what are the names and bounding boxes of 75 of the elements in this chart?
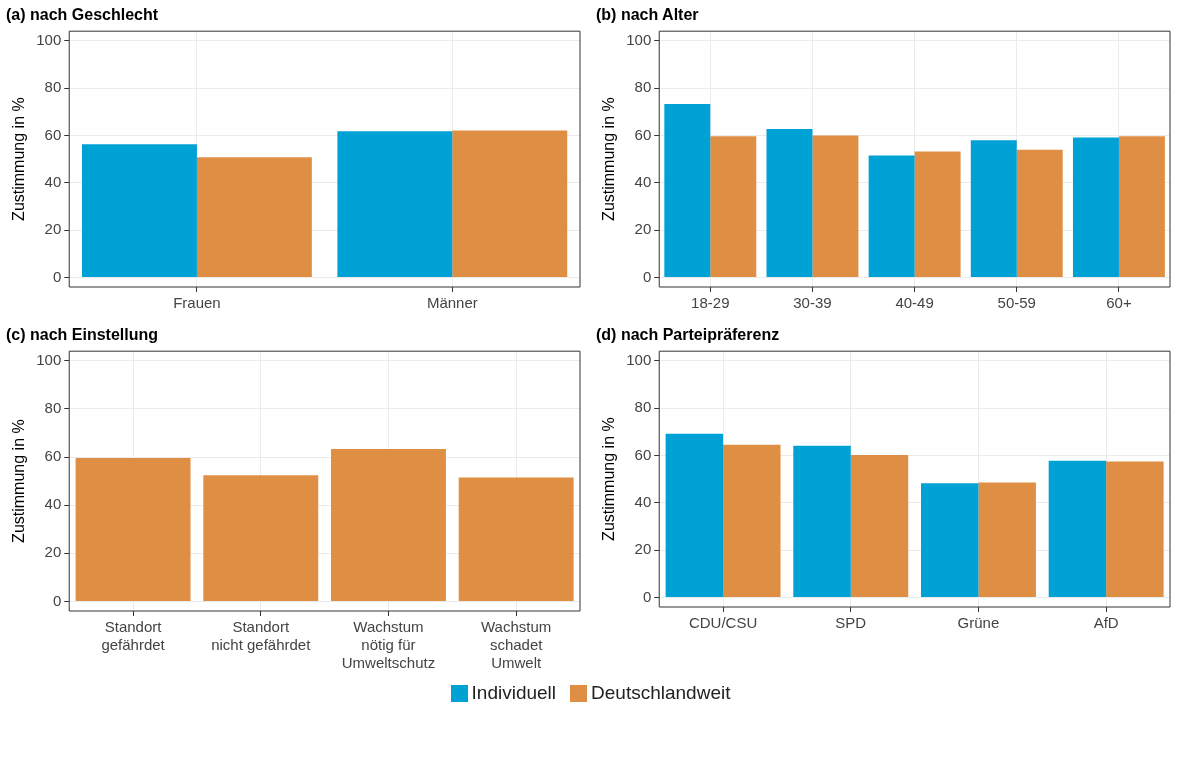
y-axis-title: Zustimmung in % (600, 97, 618, 221)
bar (1106, 461, 1164, 598)
y-tick-label: 20 (634, 220, 652, 238)
x-tick-label: AfD (1093, 614, 1119, 632)
x-tick-label: 18-29 (691, 294, 730, 312)
y-tick-label: 40 (634, 172, 652, 190)
y-tick-label: 0 (52, 267, 62, 285)
bar (203, 475, 319, 601)
x-tick-label: 60+ (1106, 294, 1132, 312)
bar (812, 135, 859, 278)
bar (868, 155, 915, 278)
legend-label: Deutschlandweit (591, 682, 731, 704)
y-tick-label: 0 (52, 591, 62, 609)
y-axis-title: Zustimmung in % (600, 417, 618, 541)
x-tick-label: 40-49 (895, 294, 934, 312)
y-tick-label: 20 (44, 220, 62, 238)
bar (1072, 137, 1119, 278)
x-tick-label: 50-59 (997, 294, 1036, 312)
bar (914, 151, 961, 278)
bar (723, 444, 781, 598)
x-tick-label: Standort gefährdet (101, 618, 166, 654)
x-tick-label: Wachstum nötig für Umweltschutz (341, 618, 436, 672)
chart-title: (a) nach Geschlecht (6, 6, 159, 24)
y-tick-label: 100 (626, 30, 652, 48)
x-tick-label: SPD (835, 614, 867, 632)
bar (75, 458, 191, 601)
bar (921, 483, 979, 598)
x-tick-label: Frauen (173, 294, 221, 312)
y-tick-label: 20 (44, 543, 62, 561)
x-tick-label: Grüne (957, 614, 1000, 632)
y-tick-label: 40 (44, 172, 62, 190)
bar (978, 482, 1036, 598)
y-tick-label: 80 (44, 78, 62, 96)
bar (452, 130, 568, 278)
x-tick-label: Standort nicht gefährdet (211, 618, 312, 654)
x-tick-label: 30-39 (793, 294, 832, 312)
y-tick-label: 80 (634, 398, 652, 416)
bar (1048, 460, 1107, 598)
bar (331, 449, 446, 601)
x-tick-label: Männer (426, 294, 478, 312)
x-tick-label: CDU/CSU (688, 614, 758, 632)
y-axis-title: Zustimmung in % (10, 419, 28, 543)
y-tick-label: 60 (634, 445, 652, 463)
chart-title: (b) nach Alter (596, 6, 699, 24)
bar (970, 140, 1017, 278)
chart-title: (c) nach Einstellung (6, 326, 159, 344)
y-tick-label: 40 (634, 492, 652, 510)
y-tick-label: 100 (36, 30, 62, 48)
y-tick-label: 100 (626, 350, 652, 368)
bar (337, 131, 453, 278)
y-axis-title: Zustimmung in % (10, 97, 28, 221)
chart-title: (d) nach Parteipräferenz (596, 326, 780, 344)
y-tick-label: 80 (44, 399, 62, 417)
bar (664, 103, 711, 278)
y-tick-label: 60 (44, 447, 62, 465)
bar (1118, 136, 1165, 278)
y-tick-label: 20 (634, 540, 652, 558)
y-tick-label: 0 (642, 267, 652, 285)
y-tick-label: 80 (634, 78, 652, 96)
y-tick-label: 60 (44, 125, 62, 143)
bar (793, 445, 851, 598)
bar (1016, 149, 1063, 278)
y-tick-label: 60 (634, 125, 652, 143)
bar (665, 433, 724, 598)
bar (196, 157, 312, 278)
bar (850, 454, 909, 598)
bar (458, 477, 574, 601)
bar (766, 129, 813, 278)
y-tick-label: 40 (44, 495, 62, 513)
y-tick-label: 100 (36, 350, 62, 368)
bar (710, 136, 757, 278)
bar (82, 144, 197, 278)
y-tick-label: 0 (642, 587, 652, 605)
legend-label: Individuell (471, 682, 557, 704)
x-tick-label: Wachstum schadet Umwelt (481, 618, 552, 672)
